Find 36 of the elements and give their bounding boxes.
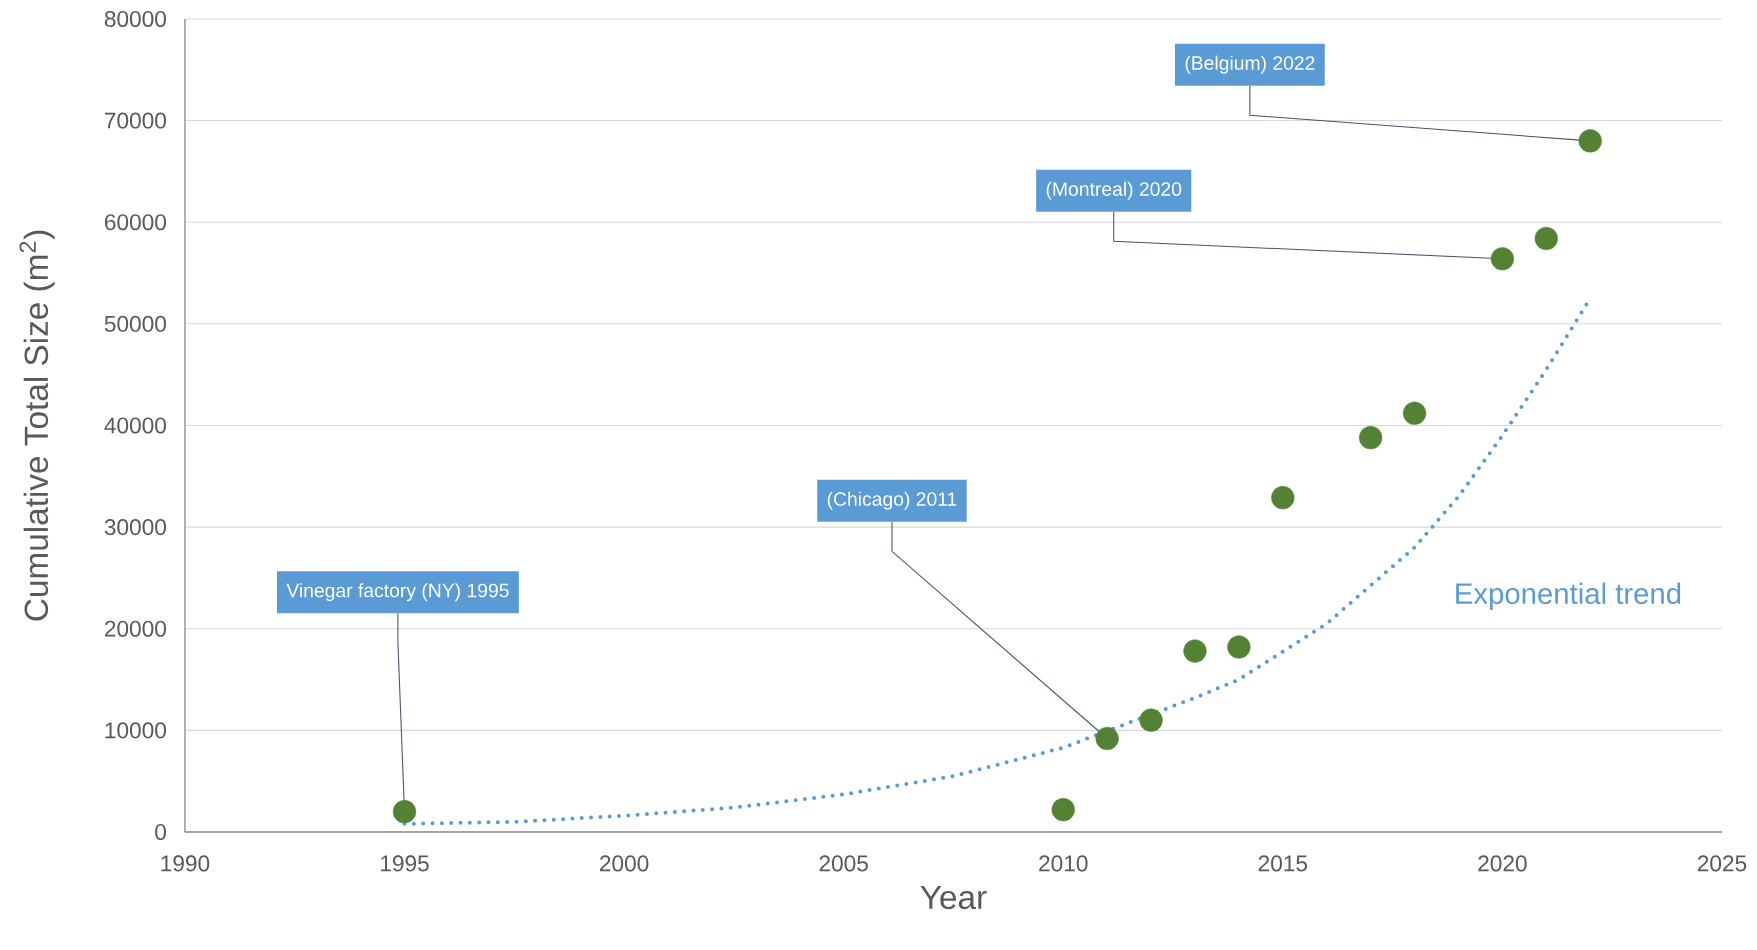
x-tick-label: 2015 [1258, 855, 1308, 872]
series-label: Exponential trend [1456, 582, 1681, 610]
x-tick-label: 2000 [600, 855, 649, 872]
point [392, 800, 417, 824]
x-axis-title: Year [920, 885, 987, 910]
y-tick-label: 20000 [105, 620, 166, 637]
point [1578, 129, 1602, 153]
y-tick-label: 70000 [105, 112, 166, 129]
y-tick-label: 50000 [104, 315, 166, 332]
annotation: (Montreal) 2020 [1046, 181, 1182, 200]
point [1490, 247, 1514, 271]
annotation: Vinegar factory (NY) 1995 [286, 583, 509, 602]
point [1227, 635, 1251, 659]
y-tick-label: 40000 [104, 417, 166, 434]
annotation: (Belgium) 2022 [1185, 55, 1315, 74]
point [1051, 798, 1075, 822]
x-tick-label: 2010 [1039, 855, 1088, 872]
point [1183, 639, 1207, 663]
x-tick-label: 2020 [1478, 855, 1527, 872]
point [1139, 708, 1163, 732]
point [1402, 401, 1427, 425]
annotation: (Chicago) 2011 [827, 491, 957, 510]
y-tick-label: 10000 [105, 722, 166, 739]
point [1095, 726, 1119, 751]
point [1534, 226, 1558, 251]
x-tick-label: 1990 [161, 855, 210, 872]
point [1271, 486, 1295, 510]
x-tick-label: 2025 [1697, 855, 1747, 872]
point [1359, 426, 1383, 450]
y-tick-label: 80000 [104, 10, 166, 27]
y-tick-label: 30000 [104, 519, 166, 536]
y-axis-title: Cumulative Total Size (m$^{2}$) [19, 230, 55, 621]
x-tick-label: 1995 [381, 855, 429, 872]
y-tick-label: 0 [155, 823, 167, 841]
y-tick-label: 60000 [105, 214, 166, 231]
x-tick-label: 2005 [819, 855, 868, 872]
